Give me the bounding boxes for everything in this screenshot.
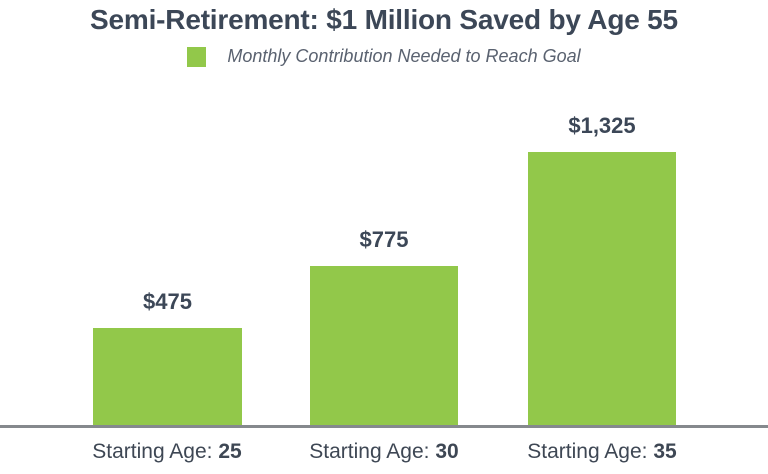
legend-label: Monthly Contribution Needed to Reach Goa… xyxy=(227,46,581,66)
chart-title: Semi-Retirement: $1 Million Saved by Age… xyxy=(90,4,678,35)
x-axis-label-age-value: 35 xyxy=(653,440,677,463)
bar-value-label: $475 xyxy=(143,289,192,314)
x-axis-label-age-value: 30 xyxy=(435,440,459,463)
x-axis-label-age-30: Starting Age: 30 xyxy=(274,440,494,464)
x-axis-label-age-35: Starting Age: 35 xyxy=(492,440,712,464)
bar-group-age-35: $1,325 xyxy=(528,113,676,426)
x-axis-label-age-value: 25 xyxy=(218,440,242,463)
bar-age-35 xyxy=(528,152,676,426)
bar-age-25 xyxy=(93,328,242,426)
bar-value-label: $775 xyxy=(359,227,409,252)
chart-legend: Monthly Contribution Needed to Reach Goa… xyxy=(0,46,768,67)
x-axis-label-prefix: Starting Age: xyxy=(527,440,648,463)
x-axis-label-prefix: Starting Age: xyxy=(309,440,430,463)
legend-swatch-icon xyxy=(187,46,207,67)
bar-value-label: $1,325 xyxy=(568,113,636,138)
x-axis-label-age-25: Starting Age: 25 xyxy=(57,440,277,464)
x-axis-label-prefix: Starting Age: xyxy=(92,440,213,463)
bar-group-age-25: $475 xyxy=(93,289,242,426)
bar-group-age-30: $775 xyxy=(310,227,458,426)
bar-age-30 xyxy=(310,266,458,426)
x-axis-line xyxy=(0,425,768,428)
